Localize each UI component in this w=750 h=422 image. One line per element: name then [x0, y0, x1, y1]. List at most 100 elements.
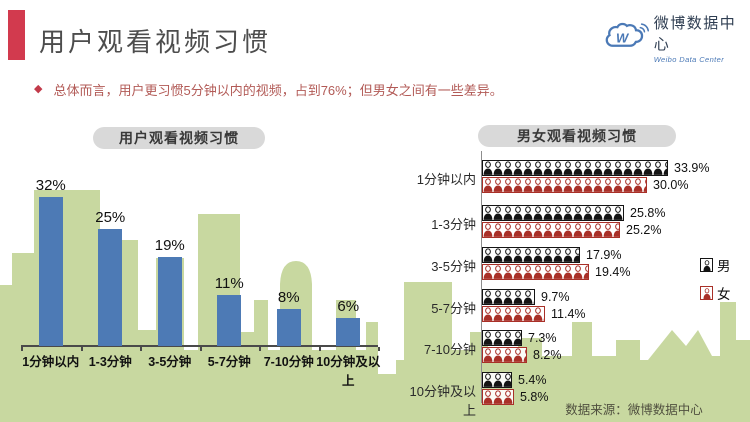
person-icon — [483, 248, 493, 262]
person-icon — [633, 161, 643, 175]
logo-text-cn: 微博数据中心 — [653, 15, 737, 53]
bar-value-label: 25% — [95, 209, 126, 226]
person-icon — [613, 206, 623, 220]
pictograph-bar-男 — [482, 247, 580, 263]
person-icon — [503, 290, 513, 304]
person-icon — [503, 206, 513, 220]
person-icon — [503, 265, 513, 279]
person-icon — [483, 348, 493, 362]
person-icon — [513, 307, 523, 321]
pictograph-value-label: 25.2% — [626, 223, 662, 237]
row-category-label: 1-3分钟 — [431, 217, 476, 232]
person-icon — [533, 301, 534, 304]
person-icon — [543, 206, 553, 220]
bar-value-label: 8% — [277, 289, 300, 306]
person-icon — [513, 290, 523, 304]
person-icon — [533, 161, 543, 175]
row-category-label: 10分钟及以上 — [409, 384, 476, 418]
person-icon — [503, 348, 513, 362]
person-icon — [503, 307, 513, 321]
person-icon — [623, 206, 624, 220]
person-icon — [483, 223, 493, 237]
person-icon — [623, 161, 633, 175]
person-icon — [543, 248, 553, 262]
person-icon — [513, 331, 521, 345]
person-icon — [503, 373, 511, 387]
person-icon — [493, 348, 503, 362]
person-icon — [703, 288, 710, 299]
axis-tick — [21, 347, 23, 351]
person-icon — [533, 265, 543, 279]
person-icon — [573, 206, 583, 220]
person-icon — [513, 161, 523, 175]
pictograph-bar-女 — [482, 264, 589, 280]
person-icon — [523, 206, 533, 220]
person-icon — [543, 265, 553, 279]
person-icon — [483, 206, 493, 220]
person-icon — [483, 331, 493, 345]
person-icon — [633, 178, 643, 192]
person-icon — [553, 161, 563, 175]
bar-1-3分钟 — [98, 229, 123, 346]
person-icon — [553, 206, 563, 220]
person-icon — [553, 178, 563, 192]
person-icon — [523, 349, 526, 362]
axis-tick — [80, 347, 83, 351]
person-icon — [703, 260, 710, 271]
bar-category-label: 5-7分钟 — [207, 355, 251, 369]
person-icon — [623, 178, 633, 192]
pictograph-bar-男 — [482, 372, 512, 388]
pictograph-value-label: 5.4% — [518, 373, 547, 387]
person-icon — [533, 307, 543, 321]
pictograph-value-label: 5.8% — [520, 390, 549, 404]
bar-1分钟以内 — [38, 197, 63, 346]
person-icon — [513, 248, 523, 262]
data-source-note: 数据来源：微博数据中心 — [565, 403, 703, 417]
person-icon — [543, 318, 544, 321]
person-icon — [483, 307, 493, 321]
bar-10分钟及以上 — [336, 318, 361, 346]
legend-item-女: 女 — [700, 283, 731, 303]
person-icon — [643, 179, 646, 192]
person-icon — [523, 178, 533, 192]
person-icon — [513, 223, 523, 237]
pictograph-bar-男 — [482, 289, 535, 305]
weibo-cloud-icon: W — [605, 22, 650, 47]
right-chart-title-pill: 男女观看视频习惯 — [478, 125, 676, 147]
diamond-bullet-icon: ◆ — [34, 83, 43, 95]
legend-swatch-男 — [700, 258, 713, 272]
person-icon — [583, 206, 593, 220]
pictograph-bar-男 — [482, 330, 522, 346]
person-icon — [523, 223, 533, 237]
person-icon — [493, 307, 503, 321]
left-chart-x-axis — [21, 345, 378, 347]
person-icon — [563, 161, 573, 175]
person-icon — [533, 223, 543, 237]
svg-text:W: W — [616, 30, 630, 45]
row-category-label: 3-5分钟 — [431, 259, 476, 274]
pictograph-value-label: 17.9% — [586, 248, 622, 262]
person-icon — [533, 178, 543, 192]
person-icon — [493, 265, 503, 279]
title-accent-bar — [8, 10, 25, 60]
person-icon — [653, 161, 663, 175]
person-icon — [493, 290, 503, 304]
bar-category-label: 1-3分钟 — [88, 355, 132, 369]
person-icon — [533, 206, 543, 220]
person-icon — [543, 161, 553, 175]
person-icon — [493, 178, 503, 192]
person-icon — [603, 161, 613, 175]
person-icon — [513, 206, 523, 220]
person-icon — [553, 223, 563, 237]
person-icon — [503, 390, 513, 404]
pictograph-bar-女 — [482, 222, 620, 238]
pictograph-value-label: 9.7% — [541, 290, 570, 304]
person-icon — [483, 373, 493, 387]
person-icon — [493, 223, 503, 237]
summary-line: ◆ 总体而言，用户更习惯5分钟以内的视频，占到76%；但男女之间有一些差异。 — [34, 80, 503, 99]
pictograph-value-label: 8.2% — [533, 348, 562, 362]
axis-tick — [378, 347, 380, 351]
person-icon — [493, 390, 503, 404]
person-icon — [513, 348, 523, 362]
